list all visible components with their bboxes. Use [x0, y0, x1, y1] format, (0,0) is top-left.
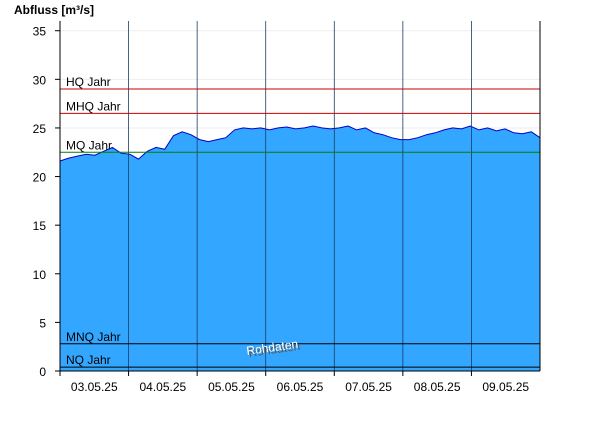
x-tick-label: 03.05.25	[71, 380, 118, 394]
y-tick-label: 15	[33, 219, 47, 233]
x-tick-label: 04.05.25	[139, 380, 186, 394]
y-tick-label: 10	[33, 268, 47, 282]
x-tick-label: 07.05.25	[345, 380, 392, 394]
reference-label: MQ Jahr	[66, 138, 112, 152]
x-tick-label: 08.05.25	[414, 380, 461, 394]
reference-label: MHQ Jahr	[66, 99, 121, 113]
y-tick-label: 25	[33, 122, 47, 136]
reference-label: MNQ Jahr	[66, 330, 121, 344]
reference-label: NQ Jahr	[66, 353, 111, 367]
line	[59, 125, 541, 162]
x-tick-label: 06.05.25	[277, 380, 324, 394]
y-axis-label: Abfluss [m³/s]	[14, 3, 94, 17]
y-tick-label: 30	[33, 73, 47, 87]
x-tick-label: 05.05.25	[208, 380, 255, 394]
area	[60, 126, 540, 371]
x-tick-label: 09.05.25	[482, 380, 529, 394]
y-tick-label: 20	[33, 171, 47, 185]
y-tick-label: 35	[33, 25, 47, 39]
y-tick-label: 5	[39, 316, 46, 330]
reference-label: HQ Jahr	[66, 75, 111, 89]
y-tick-label: 0	[39, 365, 46, 379]
